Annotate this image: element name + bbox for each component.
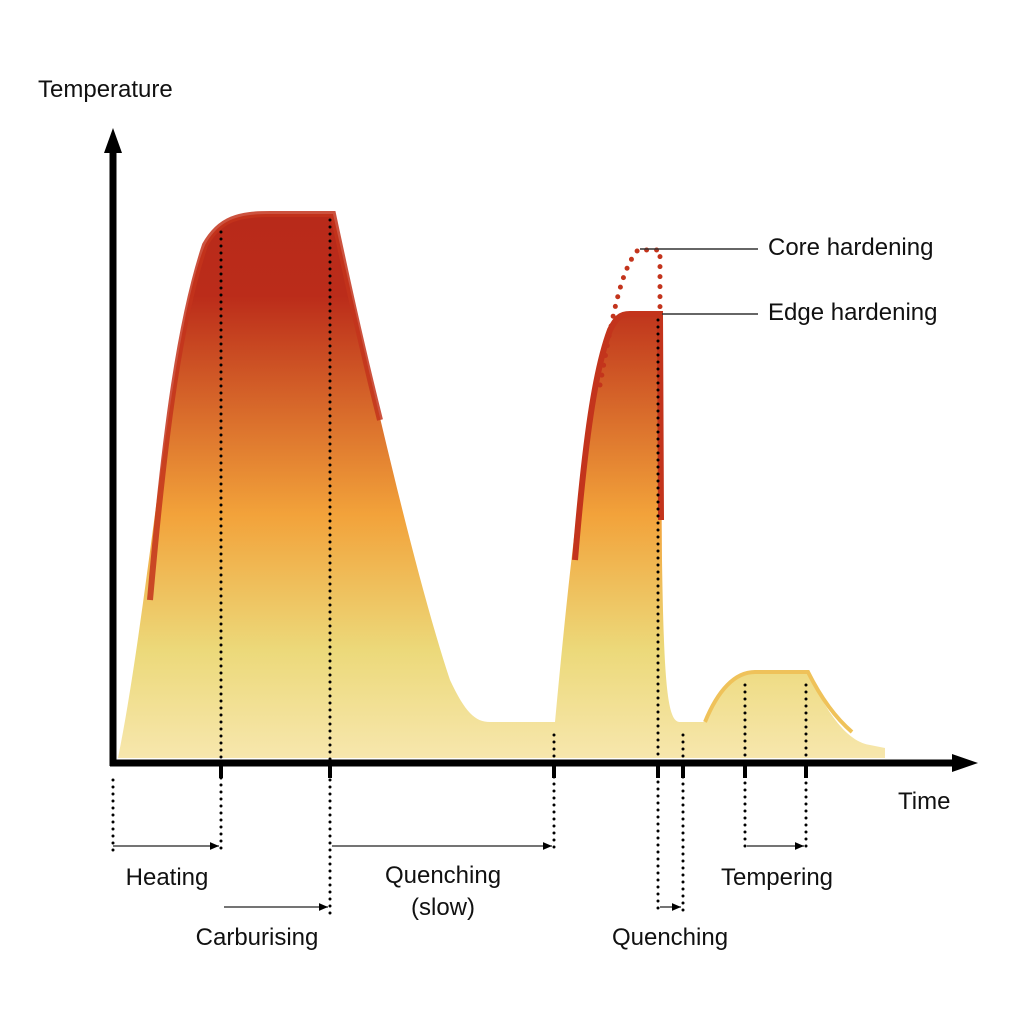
x-axis-arrow-icon (952, 754, 978, 772)
core-hardening-label: Core hardening (768, 234, 934, 261)
phase-arrows (113, 842, 804, 911)
phase-tempering-label: Tempering (720, 864, 834, 891)
phase-slow-quenching-label: Quenching (384, 862, 502, 889)
tempering-edge (703, 670, 854, 734)
edge-highlight (147, 211, 383, 601)
phase-carburising-label: Carburising (195, 924, 319, 951)
x-axis-label: Time (898, 788, 951, 815)
phase-slow-quenching-sub: (slow) (411, 894, 475, 921)
edge-hardening-curve (572, 311, 664, 561)
y-axis-label: Temperature (38, 76, 173, 103)
edge-hardening-label: Edge hardening (768, 299, 938, 326)
phase-heating-label: Heating (125, 864, 209, 891)
y-axis-arrow-icon (104, 128, 122, 153)
core-hardening-curve (597, 247, 663, 388)
temperature-profile-area (118, 214, 885, 758)
phase-quenching-label: Quenching (611, 924, 729, 951)
